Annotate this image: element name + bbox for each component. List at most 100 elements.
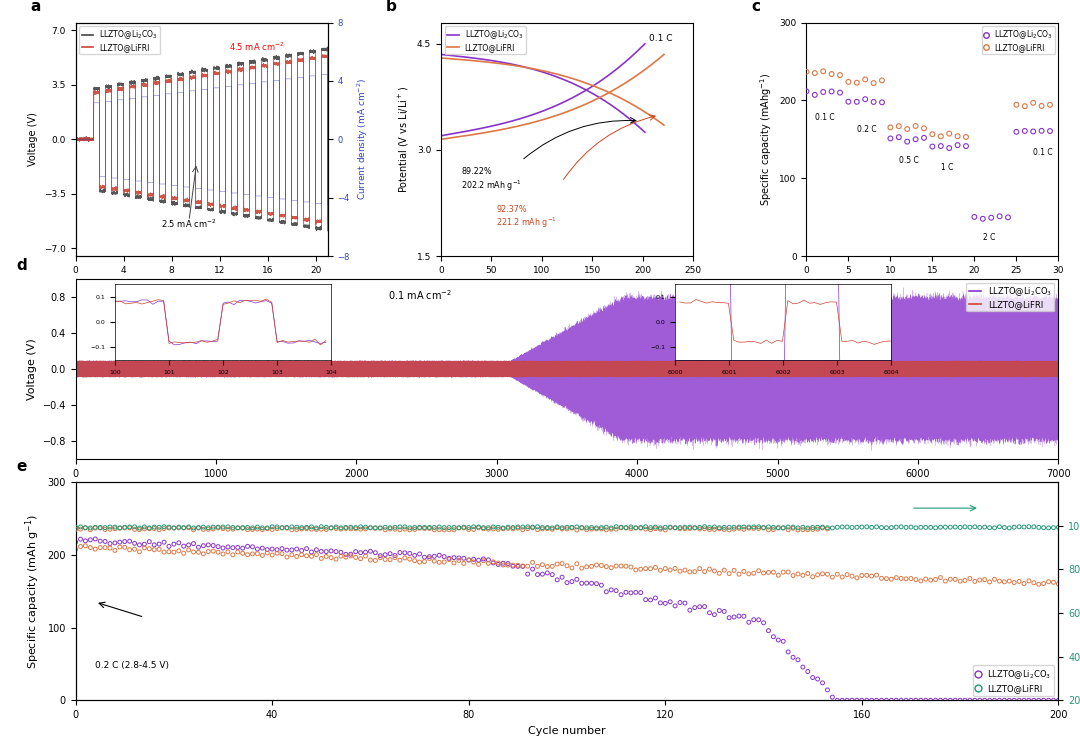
Point: [932, 521, 949, 533]
Point: [377, 523, 394, 535]
Point: [853, 521, 870, 533]
Point: [573, 522, 591, 534]
Point: [77, 535, 94, 547]
Point: [1025, 521, 1042, 533]
Point: [298, 521, 315, 533]
Point: [622, 521, 639, 533]
Point: [942, 694, 959, 706]
Point: [856, 73, 874, 85]
Point: [342, 521, 360, 533]
Point: [219, 523, 237, 535]
Point: [514, 560, 531, 572]
Point: [524, 521, 541, 533]
Point: [455, 521, 472, 533]
Point: [981, 522, 998, 534]
Point: [856, 93, 874, 105]
Point: [150, 544, 167, 556]
Point: [1050, 521, 1067, 533]
Point: [510, 560, 527, 572]
Point: [318, 521, 335, 533]
Point: [308, 523, 325, 535]
Point: [745, 523, 762, 535]
Point: [165, 522, 183, 534]
Point: [499, 559, 516, 572]
Y-axis label: Voltage (V): Voltage (V): [27, 338, 37, 400]
Point: [1025, 694, 1042, 706]
Point: [765, 523, 782, 535]
Point: [264, 549, 281, 561]
Point: [180, 521, 198, 533]
Point: [387, 550, 404, 562]
Point: [838, 521, 855, 533]
Point: [740, 568, 757, 580]
Legend: LLZTO@Li$_2$CO$_3$, LLZTO@LiFRI: LLZTO@Li$_2$CO$_3$, LLZTO@LiFRI: [445, 26, 526, 54]
Point: [760, 625, 778, 637]
Point: [146, 544, 163, 556]
Point: [180, 522, 198, 534]
Point: [421, 523, 438, 535]
Point: [691, 601, 708, 613]
Point: [470, 521, 487, 533]
Point: [770, 522, 787, 534]
Point: [946, 694, 963, 706]
Point: [706, 523, 724, 535]
Point: [971, 574, 988, 586]
Point: [323, 522, 340, 534]
Point: [681, 566, 699, 578]
Point: [431, 556, 448, 569]
Point: [391, 521, 408, 533]
Point: [435, 522, 453, 534]
Point: [352, 547, 369, 559]
Point: [672, 523, 689, 535]
Point: [976, 574, 994, 586]
Point: [539, 560, 556, 572]
Point: [318, 550, 335, 562]
Point: [298, 550, 315, 562]
Point: [234, 522, 252, 534]
Point: [356, 521, 374, 533]
X-axis label: Time (h): Time (h): [543, 485, 591, 495]
Point: [558, 523, 576, 535]
Point: [465, 553, 483, 566]
Point: [136, 538, 153, 550]
Point: [832, 69, 849, 81]
Point: [362, 522, 379, 534]
Point: [907, 120, 924, 132]
Point: [618, 587, 635, 599]
Point: [210, 541, 227, 553]
Point: [470, 558, 487, 570]
Point: [838, 569, 855, 581]
Point: [651, 564, 669, 576]
Point: [352, 523, 369, 535]
Point: [111, 541, 129, 553]
Point: [888, 694, 905, 706]
Point: [765, 521, 782, 533]
Point: [288, 521, 306, 533]
Point: [991, 210, 1009, 222]
Point: [564, 575, 581, 587]
Point: [460, 554, 477, 566]
Point: [711, 605, 728, 617]
Point: [922, 694, 940, 706]
Point: [651, 523, 669, 535]
Point: [180, 539, 198, 551]
Point: [814, 677, 832, 689]
Point: [720, 524, 738, 536]
Point: [999, 212, 1016, 224]
Point: [583, 560, 600, 572]
Point: [691, 521, 708, 533]
Point: [805, 672, 822, 684]
Point: [450, 522, 468, 534]
Point: [445, 524, 462, 536]
Point: [553, 557, 570, 569]
Point: [244, 522, 261, 534]
Point: [519, 523, 537, 535]
Point: [96, 523, 113, 535]
Point: [131, 522, 148, 534]
Point: [160, 541, 177, 553]
Point: [903, 521, 920, 533]
Point: [435, 550, 453, 562]
Point: [922, 574, 940, 586]
Point: [190, 522, 207, 534]
Point: [913, 694, 930, 706]
